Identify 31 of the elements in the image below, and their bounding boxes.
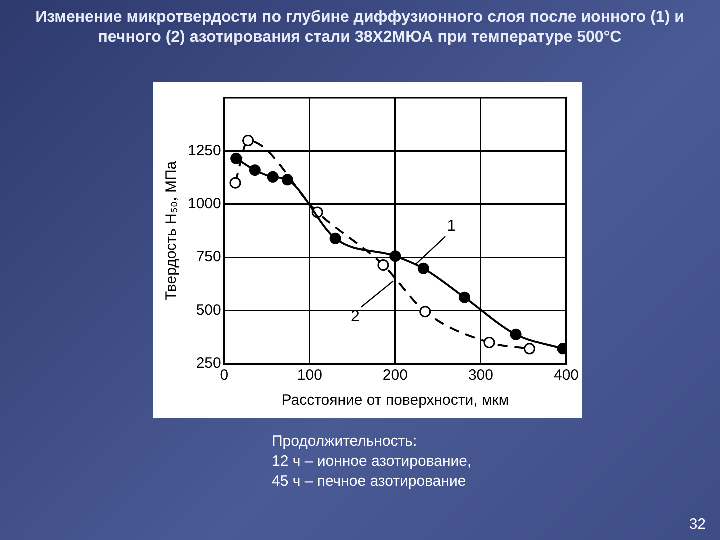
point — [242, 135, 254, 147]
text: 32 — [689, 516, 706, 533]
point — [378, 260, 390, 272]
point — [230, 152, 242, 164]
y-tick-label: 250 — [196, 355, 222, 372]
chart-title: Изменение микротвердости по глубине диффузионного слоя после ионного (1) и печного (2) азотирования стали 38Х2МЮА при температуре 500°С — [34, 8, 686, 48]
point — [230, 177, 242, 189]
x-tick-label: 400 — [554, 367, 579, 384]
y-tick-label: 1250 — [188, 142, 222, 160]
point — [282, 174, 294, 186]
point — [458, 292, 470, 304]
point — [524, 343, 536, 355]
point — [484, 336, 496, 348]
text: 1 — [447, 218, 456, 236]
x-tick-label: 200 — [382, 367, 408, 384]
point — [418, 262, 430, 274]
x-tick-label: 300 — [468, 367, 494, 384]
point — [267, 171, 279, 183]
point — [249, 164, 261, 176]
y-tick-label: 500 — [196, 302, 222, 319]
text: Продолжительность: 12 ч – ионное азотирование, 45 ч – печное азотирование — [272, 432, 472, 492]
y-axis-title: Твердость H₅₀, МПа — [163, 160, 180, 301]
y-tick-label: 750 — [196, 248, 222, 266]
x-tick-label: 100 — [297, 367, 322, 384]
point — [390, 250, 402, 262]
x-tick-label: 0 — [220, 367, 229, 384]
point — [510, 328, 522, 340]
y-tick-label: 1000 — [188, 196, 222, 213]
point — [420, 306, 432, 318]
x-axis-title: Расстояние от поверхности, мкм — [282, 392, 510, 410]
point — [330, 232, 342, 244]
